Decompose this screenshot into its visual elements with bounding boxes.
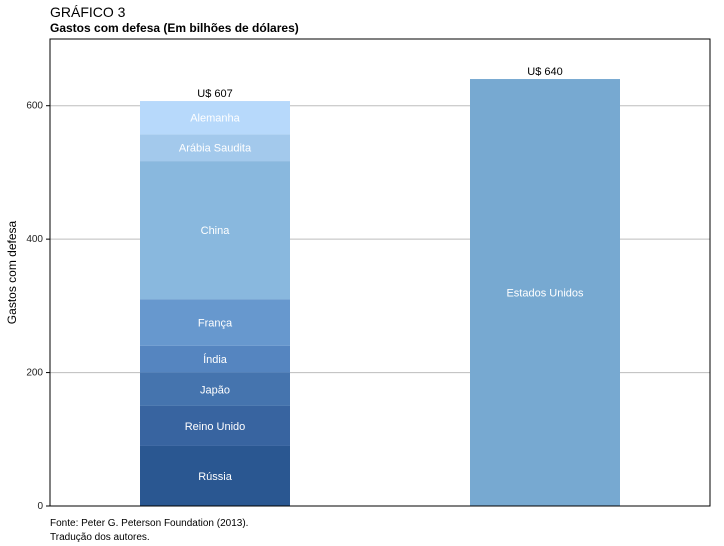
bar-segment [140, 445, 290, 506]
segment-label: Reino Unido [185, 421, 246, 433]
chart-title: Gastos com defesa (Em bilhões de dólares… [50, 21, 299, 35]
segment-label: China [201, 225, 231, 237]
bar-segment [470, 79, 620, 507]
segment-label: França [198, 318, 233, 330]
chart-svg: Rússia Reino Unido Japão Índia França China Ar… [5, 38, 711, 512]
bar-segment [140, 372, 290, 406]
plot-frame [49, 38, 711, 507]
bar-segment [140, 345, 290, 373]
bar-segment [140, 405, 290, 446]
y-axis-label: Gastos com defesa [5, 220, 19, 324]
bar-total-label: U$ 607 [197, 88, 232, 100]
figure-label: GRÁFICO 3 [50, 4, 126, 20]
segment-label: Arábia Saudita [179, 143, 252, 155]
segment-label: Alemanha [190, 113, 240, 125]
translation-note: Tradução dos autores. [50, 532, 150, 543]
segment-label: Índia [203, 353, 228, 366]
bar-total-label: U$ 640 [527, 66, 562, 78]
bar-segment [140, 134, 290, 162]
segment-label: Rússia [198, 471, 233, 483]
y-tick-label: 200 [26, 368, 43, 379]
y-tick-label: 0 [37, 501, 43, 512]
bar-segment [140, 101, 290, 135]
segment-label: Japão [200, 384, 230, 396]
y-tick-label: 600 [26, 101, 43, 112]
source-note: Fonte: Peter G. Peterson Foundation (201… [50, 518, 249, 529]
bar-segment [140, 299, 290, 346]
segment-label: Estados Unidos [506, 288, 584, 300]
y-tick-label: 400 [26, 234, 43, 245]
bar-segment [140, 161, 290, 300]
